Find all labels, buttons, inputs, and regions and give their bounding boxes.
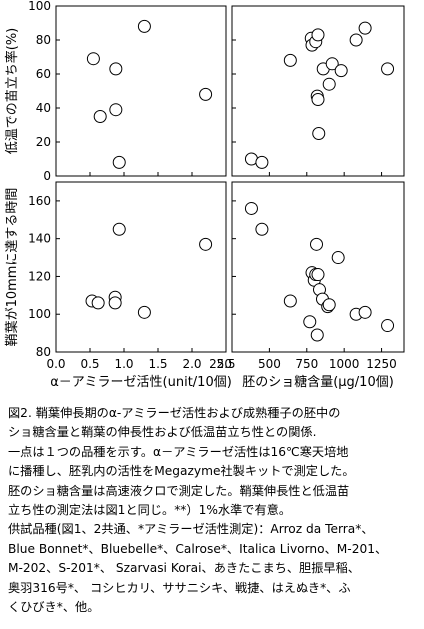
- scatter-figure: 0 20 40 60 80 100 低温での苗立ち率(%) 80 100 120 140 160 0.0…: [4, 0, 405, 390]
- data-point: [112, 155, 126, 169]
- data-point: [310, 237, 324, 251]
- data-point: [322, 298, 336, 312]
- data-point: [311, 93, 325, 106]
- x-axis-label: α－アミラーゼ活性(unit/10個): [50, 375, 232, 390]
- data-point: [93, 110, 107, 123]
- data-point: [91, 296, 105, 310]
- data-point: [244, 201, 258, 215]
- caption-line: 奥羽316号*、 コシヒカリ、ササニシキ、戦捷、はえぬき*、ふ: [8, 580, 351, 595]
- x-tick-label: 2.0: [182, 357, 201, 371]
- caption-line: に播種し、胚乳内の活性をMegazyme社製キットで測定した。: [8, 464, 355, 479]
- data-point: [109, 62, 123, 76]
- caption-line: 胚のショ糖含量は高速液クロで測定した。鞘葉伸長性と低温苗: [8, 483, 350, 498]
- x-tick-label: 0.5: [80, 357, 99, 371]
- x-tick-label: 0.0: [46, 357, 65, 371]
- caption-line: くひびき*、他。: [8, 600, 100, 615]
- caption-line: 供試品種(図1、2共通、*アミラーゼ活性測定)：Arroz da Terra*、: [8, 522, 374, 537]
- caption-line: M-202、S-201*、 Szarvasi Korai、あきたこまち、胆振早稲…: [8, 561, 360, 576]
- data-point: [312, 127, 326, 140]
- data-point: [137, 19, 151, 33]
- x-tick-label: 250: [209, 357, 232, 371]
- y-tick-label: 140: [28, 232, 51, 246]
- x-tick-label: 1.5: [148, 357, 167, 371]
- data-point: [303, 315, 317, 329]
- data-point: [112, 222, 126, 236]
- x-tick-label: 500: [258, 357, 281, 371]
- y-tick-label: 40: [36, 101, 51, 115]
- caption-line: ショ糖含量と鞘葉の伸長性および低温苗立ち性との関係.: [8, 425, 317, 440]
- data-point: [331, 251, 345, 265]
- data-point: [283, 53, 297, 67]
- data-point: [358, 305, 372, 319]
- data-point: [310, 328, 324, 342]
- plot-frame: [231, 181, 405, 353]
- data-point: [86, 52, 100, 66]
- caption-line: 図2. 鞘葉伸長期のα-アミラーゼ活性および成熟種子の胚中の: [8, 406, 341, 420]
- data-point: [334, 64, 348, 78]
- y-tick-label: 20: [36, 135, 51, 149]
- panel-bottom-right: 250 500 750 1000 1250 胚のショ糖含量(μg/10個): [209, 181, 405, 390]
- data-point: [199, 237, 213, 251]
- data-point: [381, 319, 395, 333]
- data-point: [381, 62, 395, 76]
- plot-frame: [231, 5, 405, 177]
- data-point: [109, 103, 123, 117]
- data-point: [255, 222, 269, 236]
- caption-line: 一点は１つの品種を示す。α－アミラーゼ活性は16℃寒天培地: [8, 444, 349, 459]
- y-tick-label: 80: [36, 345, 51, 359]
- y-tick-label: 100: [28, 0, 51, 13]
- x-axis-label: 胚のショ糖含量(μg/10個): [242, 374, 394, 390]
- data-point: [311, 268, 325, 282]
- data-point: [283, 294, 297, 308]
- data-point: [322, 77, 336, 91]
- panel-bottom-left: 80 100 120 140 160 0.0 0.5 1.0 1.5 2.0 2.5 α－アミラーゼ活…: [5, 181, 236, 390]
- y-tick-label: 100: [28, 307, 51, 321]
- x-tick-label: 1000: [329, 357, 360, 371]
- data-point: [199, 87, 213, 101]
- y-axis-label: 低温での苗立ち率(%): [4, 28, 20, 155]
- x-tick-label: 2.5: [216, 357, 235, 371]
- figure-caption: 図2. 鞘葉伸長期のα-アミラーゼ活性および成熟種子の胚中の ショ糖含量と鞘葉の…: [8, 404, 418, 617]
- y-tick-label: 80: [36, 33, 51, 47]
- plot-frame: [55, 181, 227, 353]
- panel-top-left: 0 20 40 60 80 100 低温での苗立ち率(%): [4, 0, 227, 183]
- caption-line: Blue Bonnet*、Bluebelle*、Calrose*、Italica…: [8, 541, 388, 556]
- data-point: [255, 155, 269, 169]
- x-tick-label: 1250: [366, 357, 397, 371]
- data-point: [325, 57, 339, 71]
- y-tick-label: 0: [43, 169, 51, 183]
- panel-top-right: [231, 5, 405, 177]
- y-axis-label: 鞘葉が10mmに達する時間: [5, 188, 20, 347]
- data-point: [108, 296, 122, 310]
- y-tick-label: 120: [28, 269, 51, 283]
- plot-frame: [55, 5, 227, 177]
- x-tick-label: 750: [295, 357, 318, 371]
- y-tick-label: 160: [28, 194, 51, 208]
- x-tick-label: 1.0: [114, 357, 133, 371]
- data-point: [137, 305, 151, 319]
- data-point: [349, 33, 363, 47]
- caption-line: 立ち性の測定法は図1と同じ。**）1%水準で有意。: [8, 503, 292, 518]
- data-point: [311, 28, 325, 42]
- data-point: [358, 21, 372, 35]
- y-tick-label: 60: [36, 67, 51, 81]
